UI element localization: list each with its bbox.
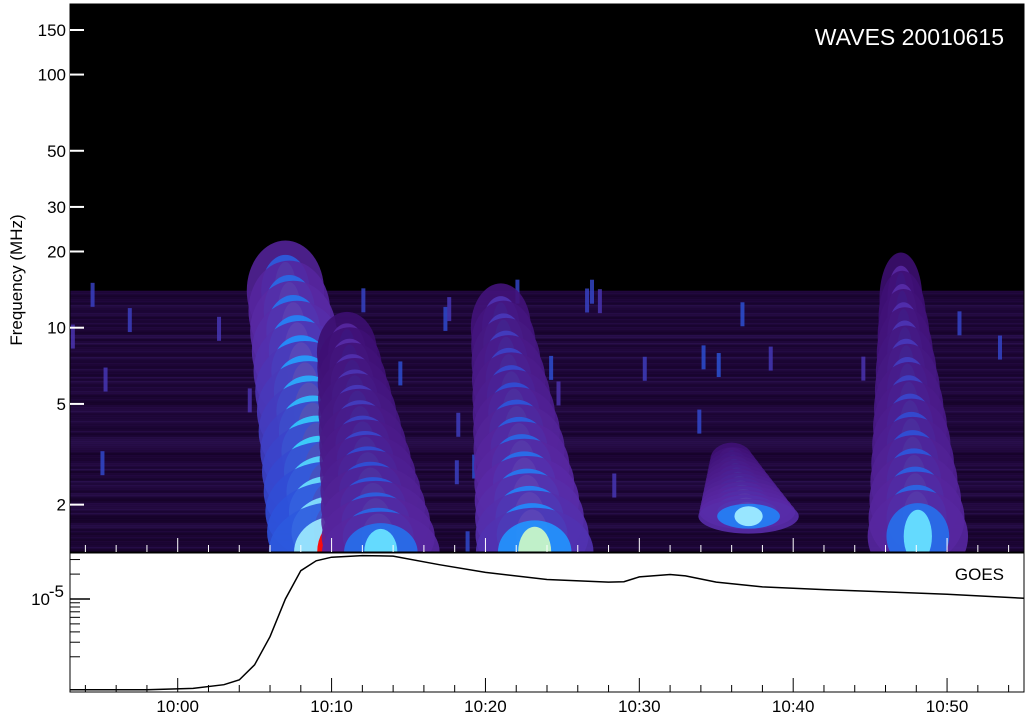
goes-y-tick-label: 10 (31, 590, 50, 609)
x-tick-label-1030: 10:30 (618, 697, 661, 716)
goes-y-tick-exponent: -5 (49, 582, 64, 601)
chart-title: WAVES 20010615 (815, 24, 1004, 50)
y-tick-label-100: 100 (38, 66, 66, 85)
spectrogram-panel: 150 100 50 30 20 10 5 2 (38, 3, 1025, 603)
y-axis-label: Frequency (MHz) (7, 214, 26, 345)
burst-2 (316, 311, 440, 593)
goes-series-label: GOES (955, 565, 1004, 584)
x-tick-label-1020: 10:20 (464, 697, 507, 716)
y-tick-label-10: 10 (47, 319, 66, 338)
y-tick-label-20: 20 (47, 243, 66, 262)
burst-3 (470, 283, 594, 597)
x-tick-label-1000: 10:00 (156, 697, 199, 716)
x-tick-label-1050: 10:50 (926, 697, 969, 716)
goes-frame (69, 552, 1025, 693)
x-tick-label-1040: 10:40 (772, 697, 815, 716)
y-tick-label-2: 2 (57, 496, 66, 515)
goes-panel: 10-5 10:00 10:10 10:20 10:30 10:40 10:50 (31, 552, 1025, 716)
y-tick-label-50: 50 (47, 142, 66, 161)
y-tick-label-150: 150 (38, 21, 66, 40)
x-tick-label-1010: 10:10 (310, 697, 353, 716)
y-tick-label-30: 30 (47, 198, 66, 217)
y-tick-label-5: 5 (57, 395, 66, 414)
burst-4 (698, 442, 799, 534)
goes-line (70, 554, 1025, 691)
burst-5 (867, 252, 969, 583)
